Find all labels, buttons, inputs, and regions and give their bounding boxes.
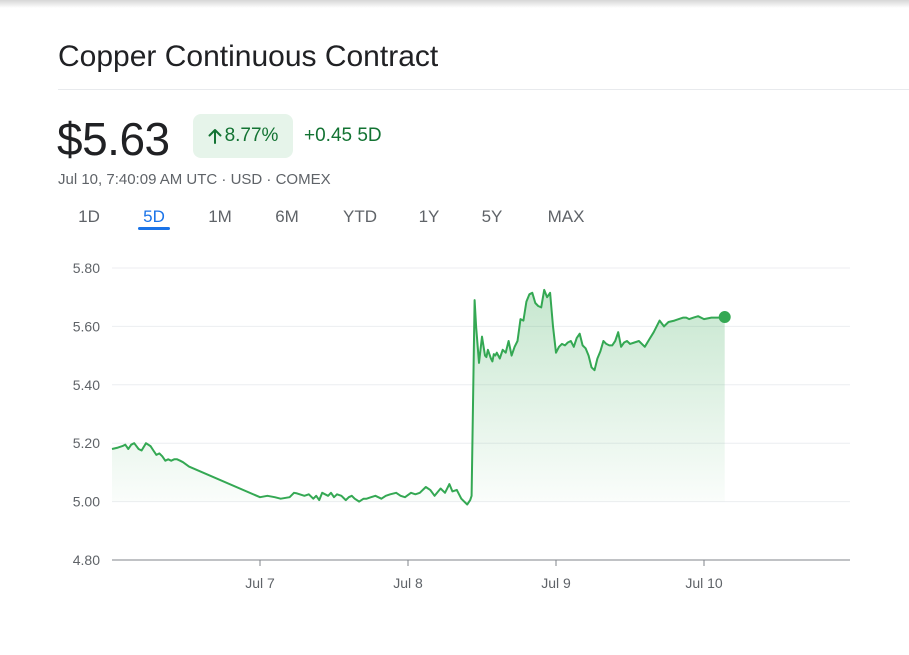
tab-6m[interactable]: 6M [275,207,299,226]
price-line [111,288,725,506]
y-tick-label: 5.00 [73,494,100,510]
quote-meta: Jul 10, 7:40:09 AM UTC · USD · COMEX [58,171,331,188]
tab-1m[interactable]: 1M [208,207,232,226]
tab-1d[interactable]: 1D [78,207,100,226]
x-tick-label: Jul 9 [541,575,571,591]
x-tick-label: Jul 8 [393,575,423,591]
y-tick-label: 5.40 [73,377,100,393]
tab-5d[interactable]: 5D [143,207,165,226]
y-tick-label: 4.80 [73,552,100,568]
absolute-change: +0.45 5D [304,125,382,147]
y-tick-label: 5.60 [73,318,100,334]
active-tab-indicator [138,227,170,230]
x-axis: Jul 7 Jul 8 Jul 9 Jul 10 [245,560,723,591]
tab-1y[interactable]: 1Y [418,207,440,226]
last-price-marker [718,311,731,324]
y-axis-labels: 5.80 5.60 5.40 5.20 5.00 4.80 [73,260,100,568]
absolute-change-value: +0.45 [304,125,353,146]
tab-ytd[interactable]: YTD [343,207,377,226]
tab-max[interactable]: MAX [547,207,585,226]
y-tick-label: 5.20 [73,435,100,451]
percent-change-value: 8.77% [224,125,279,146]
title-divider [58,89,909,90]
x-tick-label: Jul 10 [685,575,723,591]
time-range-tabs: 1D 5D 1M 6M YTD 1Y 5Y MAX [0,200,909,236]
current-price: $5.63 [57,113,170,165]
change-period: 5D [357,125,382,146]
page-title: Copper Continuous Contract [58,40,439,73]
percent-change-badge: 8.77% [193,114,293,158]
arrow-up-icon [208,128,222,144]
top-shadow [0,0,909,8]
x-tick-label: Jul 7 [245,575,275,591]
y-tick-label: 5.80 [73,260,100,276]
tab-5y[interactable]: 5Y [481,207,503,226]
